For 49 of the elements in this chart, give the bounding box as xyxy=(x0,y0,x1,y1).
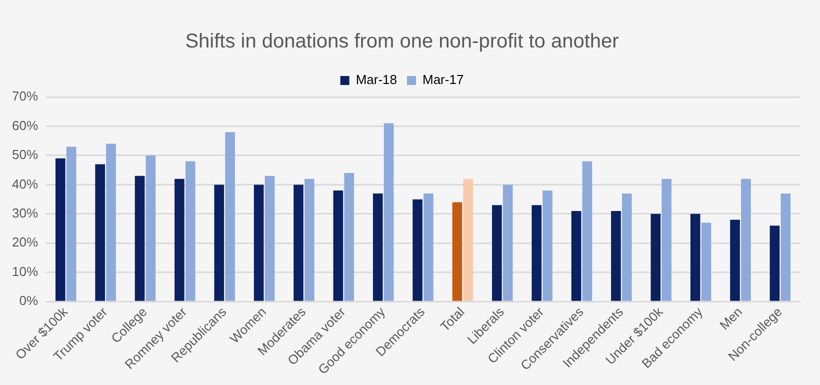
bar xyxy=(571,211,582,301)
bar xyxy=(780,193,791,301)
bar xyxy=(294,184,304,301)
y-tick-label: 20% xyxy=(12,234,38,250)
bar xyxy=(650,214,661,301)
y-tick-label: 0% xyxy=(19,293,38,308)
bar xyxy=(463,178,474,301)
bar xyxy=(304,178,314,301)
bar xyxy=(492,205,502,301)
bar xyxy=(662,178,672,301)
bar xyxy=(146,155,156,301)
bar xyxy=(412,199,422,301)
bar xyxy=(95,164,105,301)
bar xyxy=(770,226,780,301)
bar xyxy=(690,214,700,301)
bar xyxy=(333,190,344,301)
bar xyxy=(452,202,462,301)
bar xyxy=(611,211,621,301)
bar xyxy=(502,184,513,301)
y-tick-label: 70% xyxy=(12,88,38,104)
bar xyxy=(264,176,275,301)
bar xyxy=(55,158,66,301)
y-tick-label: 30% xyxy=(12,206,38,221)
y-tick-label: 60% xyxy=(12,118,38,133)
bar xyxy=(741,178,751,301)
bar xyxy=(730,220,740,301)
bar xyxy=(185,161,196,301)
y-tick-label: 10% xyxy=(12,264,38,279)
bar xyxy=(66,146,76,301)
bar xyxy=(532,205,542,301)
bar xyxy=(106,144,116,301)
legend-label: Mar-18 xyxy=(356,72,398,88)
bar xyxy=(225,132,235,301)
bar xyxy=(344,173,354,301)
bar xyxy=(134,176,145,301)
bar xyxy=(701,222,712,301)
bar xyxy=(542,190,552,301)
bar xyxy=(372,193,383,301)
y-tick-label: 40% xyxy=(12,176,38,192)
bar xyxy=(254,184,264,301)
bar xyxy=(622,193,632,301)
chart-title: Shifts in donations from one non-profit to another xyxy=(185,30,620,53)
bar xyxy=(384,123,394,301)
bar xyxy=(214,184,224,301)
bar xyxy=(424,193,434,301)
bar xyxy=(174,178,184,301)
legend-label: Mar-17 xyxy=(422,72,464,88)
y-tick-label: 50% xyxy=(12,147,38,162)
bar xyxy=(582,161,592,301)
